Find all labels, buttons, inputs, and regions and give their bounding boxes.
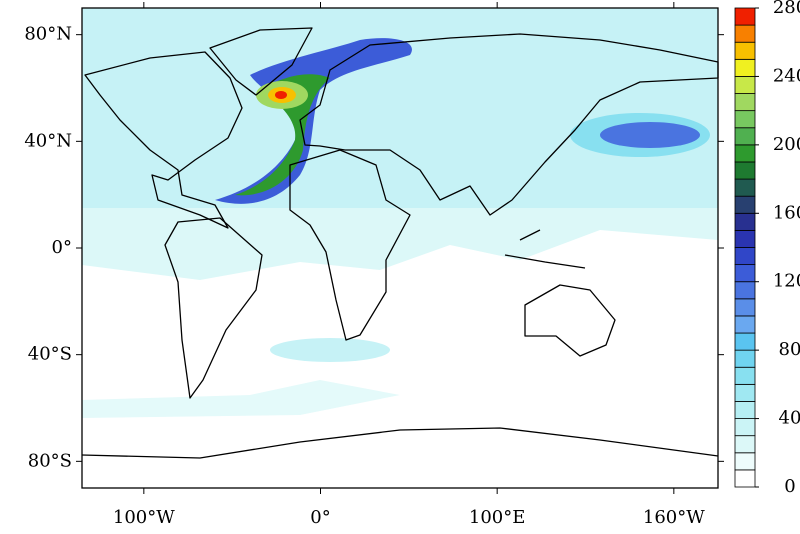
lat-label: 0°	[52, 237, 72, 258]
colorbar: 0 40 80 120 160 200 240 280	[734, 0, 800, 497]
colorbar-segment	[734, 229, 756, 248]
colorbar-segment	[734, 383, 756, 402]
colorbar-segment	[734, 178, 756, 197]
lon-label: 100°W	[113, 507, 175, 528]
colorbar-segment	[734, 435, 756, 454]
colorbar-label: 120	[773, 271, 800, 292]
colorbar-segment	[734, 469, 756, 488]
colorbar-label: 200	[773, 134, 800, 155]
coastlines	[81, 27, 719, 459]
lon-label: 0°	[310, 507, 330, 528]
colorbar-segment	[734, 144, 756, 163]
field	[82, 8, 718, 488]
lon-label: 100°E	[469, 507, 526, 528]
colorbar-segment	[734, 247, 756, 266]
colorbar-segment	[734, 349, 756, 368]
colorbar-segment	[734, 161, 756, 180]
colorbar-segment	[734, 58, 756, 77]
axes: 80°N 40°N 0° 40°S 80°S 100°W 0° 100°E 160°W	[24, 2, 724, 528]
colorbar-segment	[734, 76, 756, 94]
colorbar-segment	[734, 24, 756, 43]
colorbar-label: 280	[773, 0, 800, 18]
colorbar-segment	[734, 212, 756, 231]
colorbar-segment	[734, 93, 756, 112]
colorbar-label: 80	[779, 339, 800, 360]
colorbar-segment	[734, 332, 756, 351]
colorbar-segment	[734, 41, 756, 60]
lat-label: 40°N	[24, 130, 72, 151]
colorbar-segment	[734, 127, 756, 146]
colorbar-segment	[734, 401, 756, 419]
lon-label: 160°W	[643, 507, 705, 528]
colorbar-segment	[734, 7, 756, 26]
colorbar-label: 240	[773, 65, 800, 86]
colorbar-segment	[734, 452, 756, 471]
colorbar-segment	[734, 298, 756, 317]
colorbar-segment	[734, 366, 756, 385]
colorbar-segment	[734, 418, 756, 437]
colorbar-segment	[734, 281, 756, 300]
colorbar-segment	[734, 110, 756, 129]
colorbar-segment	[734, 264, 756, 283]
colorbar-segment	[734, 315, 756, 334]
lat-label: 80°N	[24, 24, 72, 45]
lat-label: 80°S	[28, 450, 72, 471]
colorbar-label: 160	[773, 202, 800, 223]
colorbar-label: 0	[784, 476, 795, 497]
colorbar-segment	[734, 195, 756, 214]
lat-label: 40°S	[28, 344, 72, 365]
colorbar-label: 40	[779, 408, 800, 429]
